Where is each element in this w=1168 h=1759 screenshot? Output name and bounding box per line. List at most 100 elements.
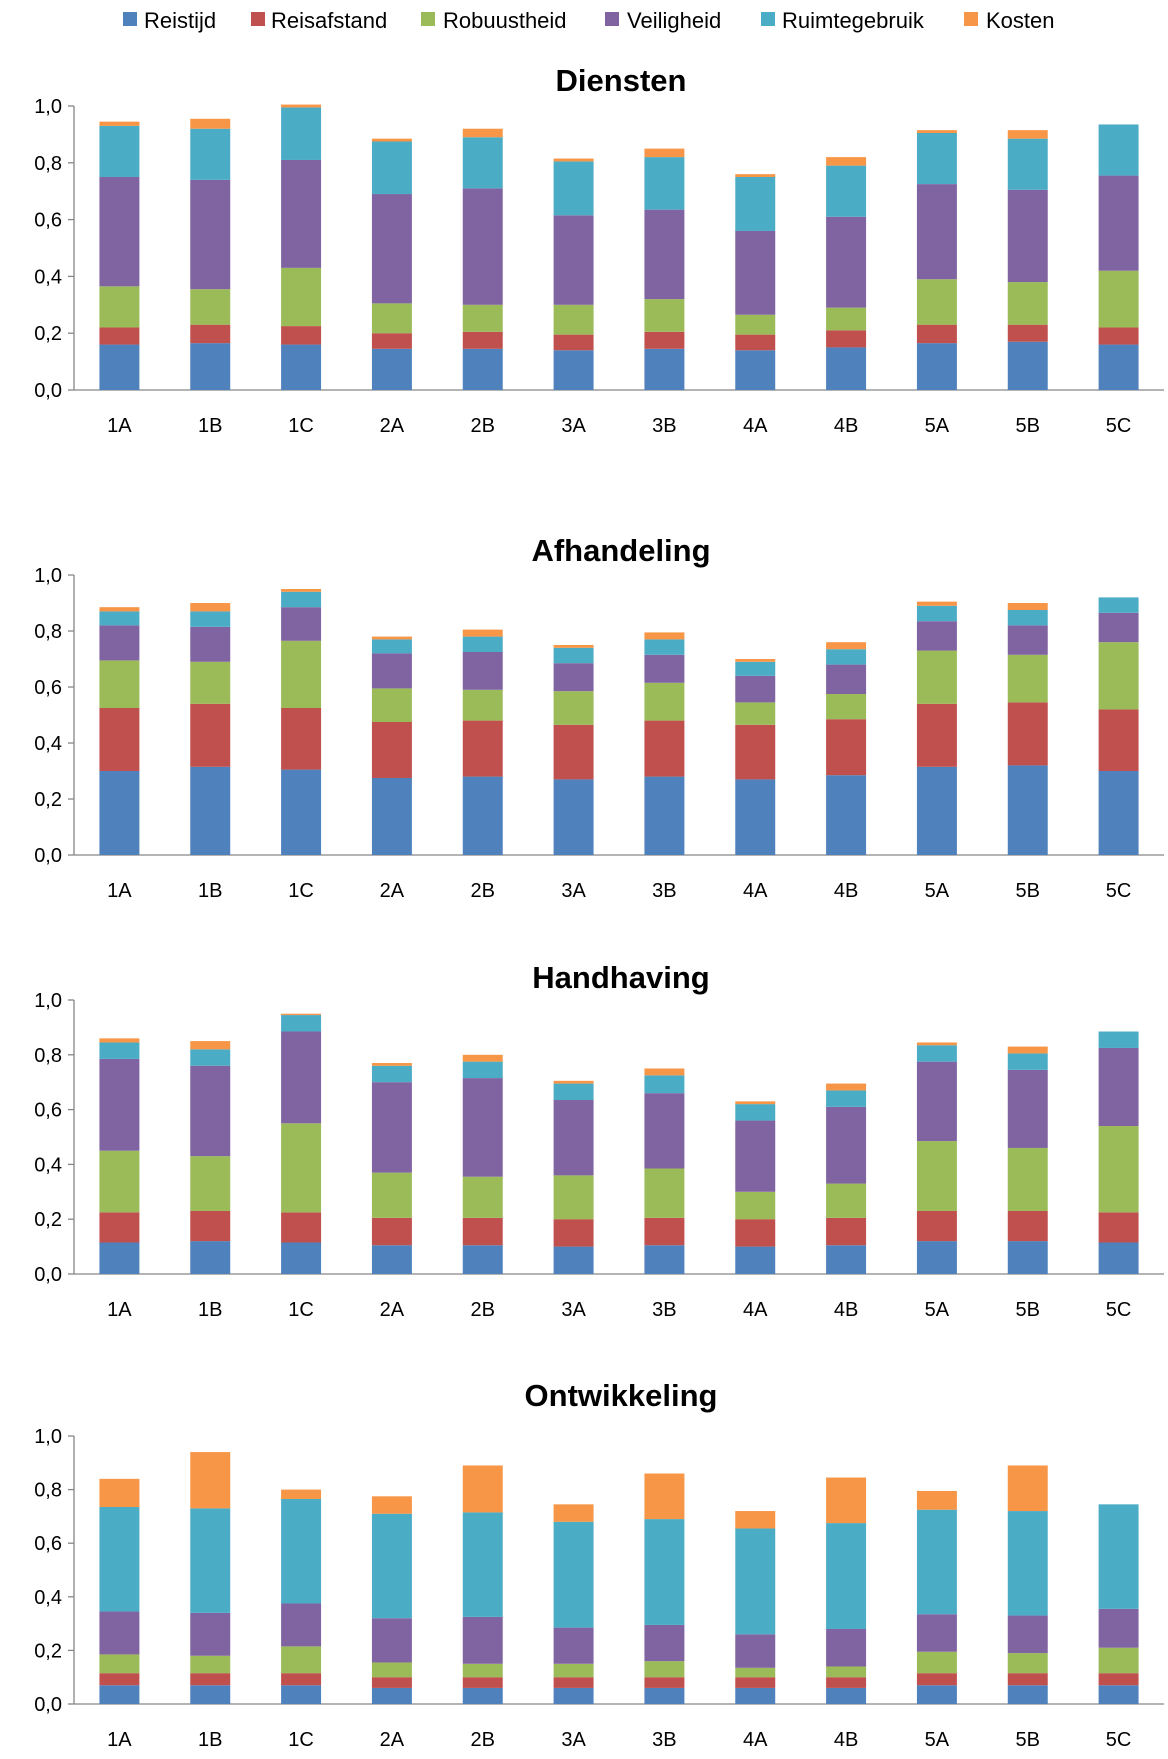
- panel-4-bar-2b-ruimtegebruik: [462, 1512, 503, 1617]
- panel-1-bar-4b-reisafstand: [826, 330, 867, 348]
- panel-4-x-tick-label-1a: 1A: [107, 1729, 132, 1751]
- panel-1-bar-3b-robuustheid: [644, 299, 685, 332]
- panel-4-y-tick-label-1: 0,2: [34, 1640, 62, 1662]
- panel-3-bar-3a-kosten: [553, 1080, 594, 1084]
- panel-4-bar-1a-kosten: [99, 1478, 140, 1508]
- panel-1-bar-4a-veiligheid: [735, 230, 776, 315]
- panel-3-bar-2b-kosten: [462, 1054, 503, 1062]
- panel-4-bar-4b-robuustheid: [826, 1666, 867, 1678]
- panel-2-y-tick-label-5: 1,0: [34, 565, 62, 587]
- panel-4-bar-1a-reisafstand: [99, 1673, 140, 1686]
- panel-3-y-tick-label-3: 0,6: [34, 1100, 62, 1122]
- panel-4-bar-1c-reisafstand: [281, 1673, 322, 1686]
- panel-1-x-tick-label-2b: 2B: [471, 415, 495, 437]
- panel-2-bar-5a-kosten: [916, 601, 957, 606]
- panel-2-bar-5a-robuustheid: [916, 650, 957, 704]
- panel-2-x-tick-label-3b: 3B: [652, 880, 676, 902]
- panel-4-bar-4a-kosten: [735, 1511, 776, 1529]
- panel-2-bar-2b-robuustheid: [462, 689, 503, 721]
- panel-4-bar-5a-reistijd: [916, 1685, 957, 1704]
- panel-1-bar-1b-veiligheid: [190, 179, 231, 290]
- panel-4-bar-5c-robuustheid: [1098, 1647, 1139, 1674]
- panel-2-bar-1a-ruimtegebruik: [99, 611, 140, 626]
- panel-3-bar-5c-reistijd: [1098, 1242, 1139, 1274]
- panel-4-x-tick-label-5a: 5A: [925, 1729, 950, 1751]
- panel-2-bar-5b-reisafstand: [1007, 702, 1048, 766]
- panel-2-bar-1c-kosten: [281, 589, 322, 592]
- panel-1-bar-1a-reistijd: [99, 344, 140, 390]
- panel-3-bar-3b-robuustheid: [644, 1168, 685, 1218]
- panel-1-bar-5a-robuustheid: [916, 279, 957, 325]
- panel-1-bar-1b-reisafstand: [190, 324, 231, 344]
- panel-3-bar-5a-robuustheid: [916, 1141, 957, 1211]
- panel-3-bar-1b-veiligheid: [190, 1065, 231, 1157]
- panel-4-x-tick-label-1b: 1B: [198, 1729, 222, 1751]
- panel-3-x-tick-label-5b: 5B: [1016, 1299, 1040, 1321]
- panel-2-x-tick-label-4b: 4B: [834, 880, 858, 902]
- panel-3-bar-2a-veiligheid: [371, 1082, 412, 1173]
- panel-3-bar-3b-veiligheid: [644, 1093, 685, 1169]
- panel-2-bar-1c-reisafstand: [281, 708, 322, 770]
- panel-4-bar-1b-ruimtegebruik: [190, 1508, 231, 1613]
- panel-2-bar-4b-robuustheid: [826, 694, 867, 720]
- legend-label-ruimtegebruik: Ruimtegebruik: [782, 8, 925, 33]
- panel-2-bar-1c-reistijd: [281, 769, 322, 855]
- panel-1-bar-4b-veiligheid: [826, 216, 867, 308]
- panel-2-bar-5c-veiligheid: [1098, 612, 1139, 643]
- panel-1-bar-2a-ruimtegebruik: [371, 141, 412, 195]
- panel-3-x-tick-label-1b: 1B: [198, 1299, 222, 1321]
- panel-4-bar-4b-kosten: [826, 1477, 867, 1524]
- panel-4-bar-1a-veiligheid: [99, 1611, 140, 1655]
- panel-2-bar-4a-kosten: [735, 659, 776, 662]
- panel-1-bar-2b-ruimtegebruik: [462, 137, 503, 189]
- panel-3-bar-1c-kosten: [281, 1013, 322, 1016]
- panel-2-bar-1b-veiligheid: [190, 626, 231, 662]
- panel-4-bar-2a-reisafstand: [371, 1677, 412, 1688]
- panel-1-y-tick-label-2: 0,4: [34, 266, 62, 288]
- panel-4-bar-3b-kosten: [644, 1473, 685, 1520]
- panel-1-bar-5b-veiligheid: [1007, 189, 1048, 283]
- panel-4-bar-5a-kosten: [916, 1490, 957, 1510]
- panel-4-bar-5a-robuustheid: [916, 1651, 957, 1674]
- panel-4-bar-1c-ruimtegebruik: [281, 1498, 322, 1604]
- panel-2-bar-2a-robuustheid: [371, 688, 412, 722]
- panel-1-bar-1c-reisafstand: [281, 326, 322, 345]
- panel-3-bar-3a-robuustheid: [553, 1175, 594, 1220]
- panel-2-y-tick-label-1: 0,2: [34, 789, 62, 811]
- panel-2-bar-1c-ruimtegebruik: [281, 591, 322, 608]
- legend-label-robuustheid: Robuustheid: [443, 8, 567, 33]
- panel-4-bar-2a-veiligheid: [371, 1618, 412, 1663]
- panel-4-bar-3b-robuustheid: [644, 1661, 685, 1678]
- panel-2-bar-1a-reisafstand: [99, 708, 140, 771]
- panel-3-bar-4b-reisafstand: [826, 1217, 867, 1246]
- legend-label-veiligheid: Veiligheid: [627, 8, 721, 33]
- panel-3-x-tick-label-1c: 1C: [288, 1299, 314, 1321]
- panel-1-y-tick-label-3: 0,6: [34, 210, 62, 232]
- panel-1-bar-1b-reistijd: [190, 343, 231, 390]
- panel-4-bar-5b-ruimtegebruik: [1007, 1511, 1048, 1616]
- panel-4-bar-2b-kosten: [462, 1465, 503, 1513]
- panel-2-bar-1b-kosten: [190, 603, 231, 612]
- panel-3-bar-5a-kosten: [916, 1042, 957, 1046]
- panel-3-bar-1b-robuustheid: [190, 1156, 231, 1211]
- legend-swatch-ruimtegebruik: [761, 12, 775, 26]
- panel-1-bar-3a-veiligheid: [553, 215, 594, 305]
- panel-1-x-tick-label-4b: 4B: [834, 415, 858, 437]
- legend-swatch-reisafstand: [251, 12, 265, 26]
- panel-4-bar-1a-reistijd: [99, 1685, 140, 1704]
- panel-1-bar-5c-reisafstand: [1098, 327, 1139, 345]
- legend-label-kosten: Kosten: [986, 8, 1055, 33]
- panel-2-bar-2b-veiligheid: [462, 652, 503, 690]
- panel-2-bar-3b-ruimtegebruik: [644, 639, 685, 655]
- panel-2-bar-4a-ruimtegebruik: [735, 661, 776, 676]
- panel-3-bar-3b-kosten: [644, 1068, 685, 1076]
- panel-3-bar-4a-reistijd: [735, 1246, 776, 1274]
- panel-1-bar-4a-robuustheid: [735, 314, 776, 335]
- panel-3-bar-4b-ruimtegebruik: [826, 1090, 867, 1107]
- panel-4-y-tick-label-2: 0,4: [34, 1587, 62, 1609]
- panel-2-bar-3a-ruimtegebruik: [553, 647, 594, 664]
- panel-3-bar-2a-reistijd: [371, 1245, 412, 1274]
- panel-1-x-tick-label-5c: 5C: [1106, 415, 1132, 437]
- panel-1-bar-2a-veiligheid: [371, 194, 412, 304]
